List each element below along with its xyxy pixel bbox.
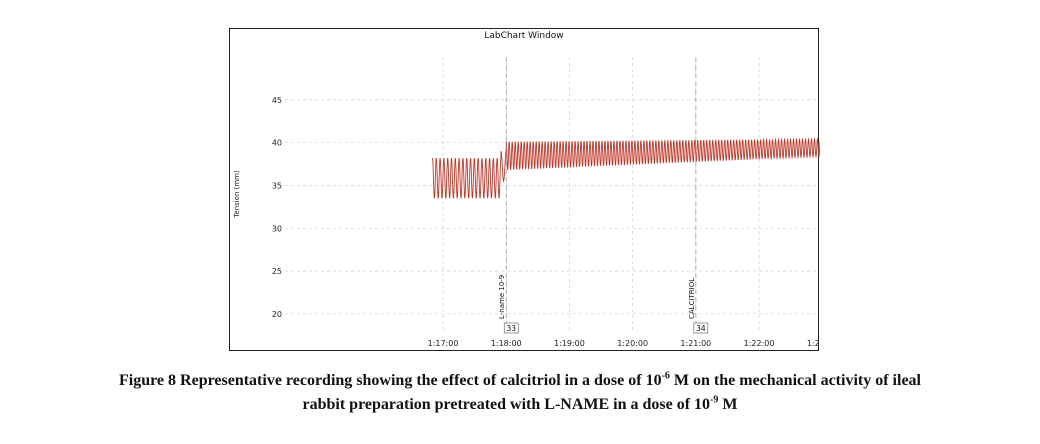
y-tick-label: 25 bbox=[272, 267, 282, 276]
y-tick-label: 45 bbox=[272, 96, 282, 105]
figure-caption-line1: Figure 8 Representative recording showin… bbox=[0, 370, 1040, 390]
y-tick-label: 35 bbox=[272, 181, 282, 190]
window-title: LabChart Window bbox=[484, 31, 564, 41]
x-tick-label: 1:19:00 bbox=[554, 339, 585, 348]
figure-caption-line2: rabbit preparation pretreated with L-NAM… bbox=[0, 394, 1040, 414]
x-tick-label: 1:22:00 bbox=[744, 339, 775, 348]
marker-number: 33 bbox=[506, 324, 516, 333]
chart-svg: L-name 10-933CALCITRIOL34WASH35 20253035… bbox=[233, 57, 820, 348]
axes: 20 25 30 35 40 45 1:17:00 1:18:00 1:19:00 1:20:00… bbox=[233, 96, 820, 348]
marker-number-box bbox=[503, 322, 519, 334]
marker-number-box bbox=[693, 322, 709, 334]
marker-comment: L-name 10-9 bbox=[498, 275, 506, 319]
labchart-window: LabChart Window L-name 10-9 33 CALCITRIOL 3… bbox=[229, 28, 820, 351]
y-tick-label: 40 bbox=[272, 139, 282, 148]
y-tick-label: 30 bbox=[272, 224, 282, 233]
y-tick-label: 20 bbox=[272, 310, 282, 319]
caption-line1-exponent: -6 bbox=[661, 370, 670, 382]
caption-line1-text-a: Figure 8 Representative recording showin… bbox=[119, 372, 662, 389]
markers: L-name 10-933CALCITRIOL34WASH35 bbox=[498, 57, 709, 334]
x-tick-label: 1:20:00 bbox=[617, 339, 648, 348]
caption-line2-text-a: rabbit preparation pretreated with L-NAM… bbox=[302, 396, 711, 413]
marker-comment: CALCITRIOL bbox=[688, 278, 696, 319]
tension-trace bbox=[432, 137, 820, 199]
grid bbox=[285, 57, 817, 331]
trace bbox=[432, 137, 820, 199]
x-tick-label: 1:17:00 bbox=[428, 339, 459, 348]
caption-line1-text-b: M on the mechanical activity of ileal bbox=[669, 372, 921, 389]
caption-line2-text-b: M bbox=[718, 396, 738, 413]
x-tick-label: 1:18:00 bbox=[491, 339, 522, 348]
x-tick-label: 1:21:00 bbox=[680, 339, 711, 348]
x-tick-label: 1:23:00 bbox=[807, 339, 820, 348]
caption-line2-exponent: -9 bbox=[710, 394, 719, 406]
y-axis-label: Tension (mm) bbox=[233, 170, 241, 219]
marker-number: 34 bbox=[696, 324, 706, 333]
